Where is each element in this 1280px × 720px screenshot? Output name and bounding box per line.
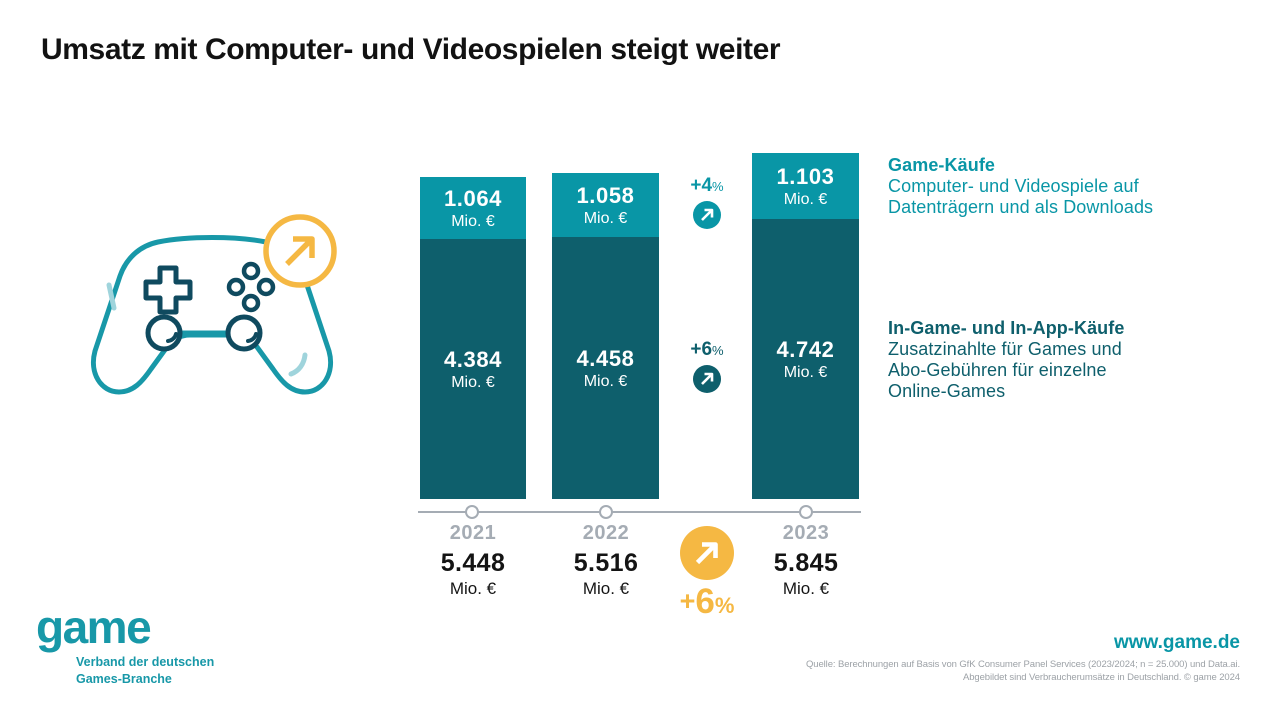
total-unit: Mio. €	[782, 579, 830, 598]
source-note: Quelle: Berechnungen auf Basis von GfK C…	[806, 659, 1240, 684]
legend-title: In-Game- und In-App-Käufe	[888, 318, 1125, 338]
year-label: 2023	[782, 522, 830, 544]
total-unit: Mio. €	[582, 579, 630, 598]
bar-2023-game-purchases-segment: 1.103 Mio. €	[752, 153, 859, 219]
growth-indicator-ingame: +6%	[679, 340, 735, 393]
dpad-icon	[143, 265, 193, 315]
x-label-2022: 2022 5.516 Mio. €	[531, 522, 681, 599]
bar-2023-ingame-segment: 4.742 Mio. €	[752, 219, 859, 499]
legend-text: Online-Games	[888, 381, 1006, 401]
logo-tagline: Verband der deutschen Games-Branche	[76, 654, 214, 688]
legend-text: Computer- und Videospiele auf	[888, 176, 1139, 196]
source-line: Abgebildet sind Verbraucherumsätze in De…	[962, 671, 1240, 683]
action-buttons-icon	[226, 261, 276, 313]
source-line: Quelle: Berechnungen auf Basis von GfK C…	[806, 659, 1240, 670]
page-title: Umsatz mit Computer- und Videospielen st…	[41, 33, 781, 66]
arrow-up-right-icon	[693, 365, 721, 393]
segment-unit: Mio. €	[783, 190, 828, 208]
bar-2021: 1.064 Mio. € 4.384 Mio. €	[420, 177, 526, 499]
growth-indicator-game-purchases: +4%	[679, 176, 735, 229]
total-value: 5.845	[773, 549, 839, 577]
legend-text: Datenträgern und als Downloads	[888, 197, 1154, 217]
legend-title: Game-Käufe	[888, 155, 996, 175]
logo-tagline-line: Games-Branche	[76, 672, 172, 686]
segment-value: 1.064	[443, 185, 503, 211]
bar-2021-ingame-segment: 4.384 Mio. €	[420, 239, 526, 499]
segment-unit: Mio. €	[451, 373, 495, 391]
x-label-2021: 2021 5.448 Mio. €	[398, 522, 548, 599]
segment-unit: Mio. €	[783, 363, 828, 381]
x-label-2023: 2023 5.845 Mio. €	[731, 522, 881, 599]
segment-value: 1.058	[576, 182, 635, 208]
total-value: 5.448	[440, 549, 506, 577]
highlight-accents	[106, 282, 308, 377]
arrow-up-right-icon	[693, 201, 721, 229]
segment-value: 4.384	[443, 346, 503, 372]
logo-tagline-line: Verband der deutschen	[76, 655, 215, 669]
legend-game-purchases: Game-Käufe Computer- und Videospiele auf…	[888, 155, 1153, 218]
year-label: 2021	[449, 522, 497, 544]
analog-sticks-icon	[145, 314, 263, 352]
gamepad-illustration	[91, 214, 337, 395]
website-link: www.game.de	[1114, 632, 1240, 653]
bar-2022-game-purchases-segment: 1.058 Mio. €	[552, 173, 659, 237]
segment-value: 4.742	[776, 336, 835, 362]
growth-badge-icon	[263, 214, 337, 288]
total-growth-percent: +6%	[679, 582, 735, 621]
axis-marker-2022	[599, 505, 613, 519]
segment-value: 1.103	[776, 163, 835, 189]
axis-marker-2021	[465, 505, 479, 519]
bar-2021-game-purchases-segment: 1.064 Mio. €	[420, 177, 526, 239]
legend-text: Zusatzinahlte für Games und	[888, 339, 1122, 359]
segment-unit: Mio. €	[583, 372, 628, 390]
total-value: 5.516	[573, 549, 639, 577]
bar-2022-ingame-segment: 4.458 Mio. €	[552, 237, 659, 499]
bar-2022: 1.058 Mio. € 4.458 Mio. €	[552, 173, 659, 499]
total-growth-arrow-icon	[680, 526, 734, 580]
bar-2023: 1.103 Mio. € 4.742 Mio. €	[752, 153, 859, 499]
legend-ingame-purchases: In-Game- und In-App-Käufe Zusatzinahlte …	[888, 318, 1124, 402]
segment-value: 4.458	[576, 345, 635, 371]
segment-unit: Mio. €	[583, 209, 628, 227]
axis-marker-2023	[799, 505, 813, 519]
segment-unit: Mio. €	[451, 212, 495, 230]
game-logo: game	[36, 601, 152, 653]
legend-text: Abo-Gebühren für einzelne	[888, 360, 1107, 380]
total-unit: Mio. €	[449, 579, 497, 598]
year-label: 2022	[582, 522, 630, 544]
x-axis-line	[418, 511, 861, 513]
growth-percent: +6%	[690, 339, 724, 360]
growth-percent: +4%	[690, 175, 724, 196]
